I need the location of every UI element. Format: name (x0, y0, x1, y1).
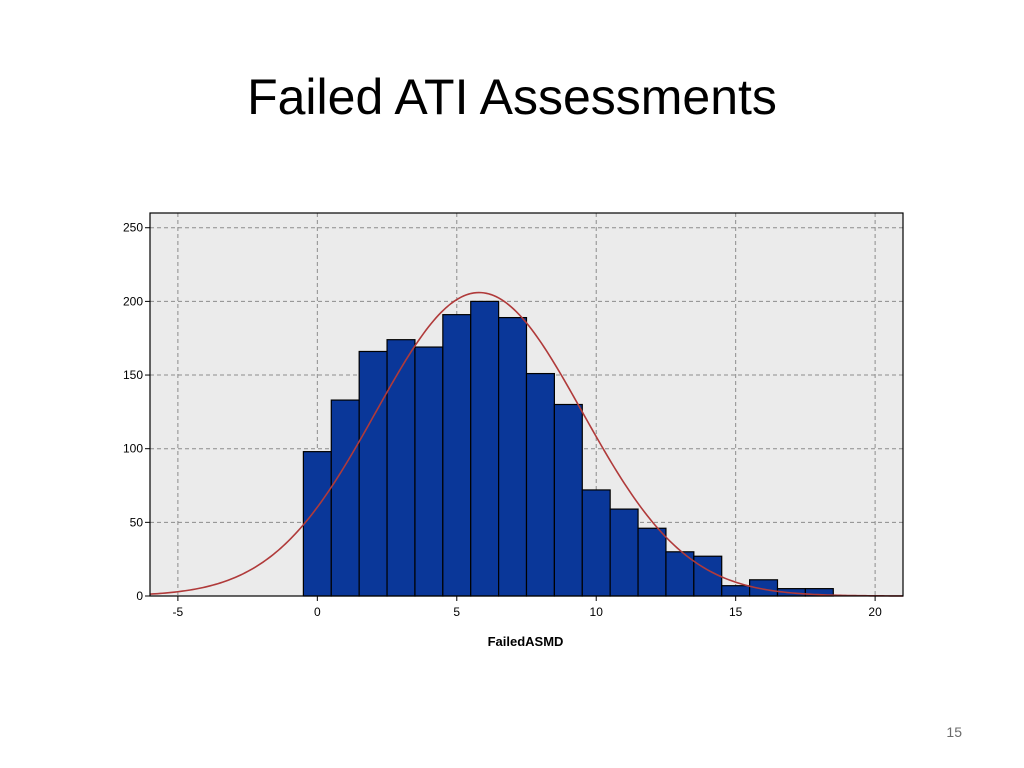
histogram-bar (302, 451, 332, 597)
histogram-bar (721, 585, 751, 597)
histogram-bar (581, 489, 611, 597)
histogram-bar (470, 300, 500, 597)
y-tick-label: 250 (123, 221, 143, 235)
x-axis-label: FailedASMD (488, 634, 564, 649)
normal-curve (149, 291, 903, 597)
y-tick-label: 0 (136, 589, 143, 603)
page-number: 15 (946, 724, 962, 740)
x-tick-label: 10 (590, 605, 604, 619)
histogram-bar (498, 316, 528, 597)
x-tick-label: 15 (729, 605, 743, 619)
histogram-bar (609, 508, 639, 597)
histogram-bar (693, 555, 723, 597)
histogram-bar (330, 399, 360, 597)
x-tick-label: 0 (314, 605, 321, 619)
plot-frame (149, 212, 904, 597)
histogram-bar (414, 346, 444, 597)
histogram-bar (553, 403, 583, 597)
x-tick-label: -5 (173, 605, 184, 619)
histogram-bar (442, 314, 472, 597)
y-tick-label: 50 (130, 515, 144, 529)
histogram-bar (637, 527, 667, 597)
histogram-bar (358, 350, 388, 597)
y-tick-label: 150 (123, 368, 143, 382)
x-tick-label: 5 (453, 605, 460, 619)
y-tick-label: 100 (123, 442, 143, 456)
slide-title: Failed ATI Assessments (247, 69, 777, 125)
histogram-bar (525, 372, 555, 597)
x-tick-label: 20 (868, 605, 882, 619)
histogram-bar (386, 339, 416, 597)
y-tick-label: 200 (123, 294, 143, 308)
